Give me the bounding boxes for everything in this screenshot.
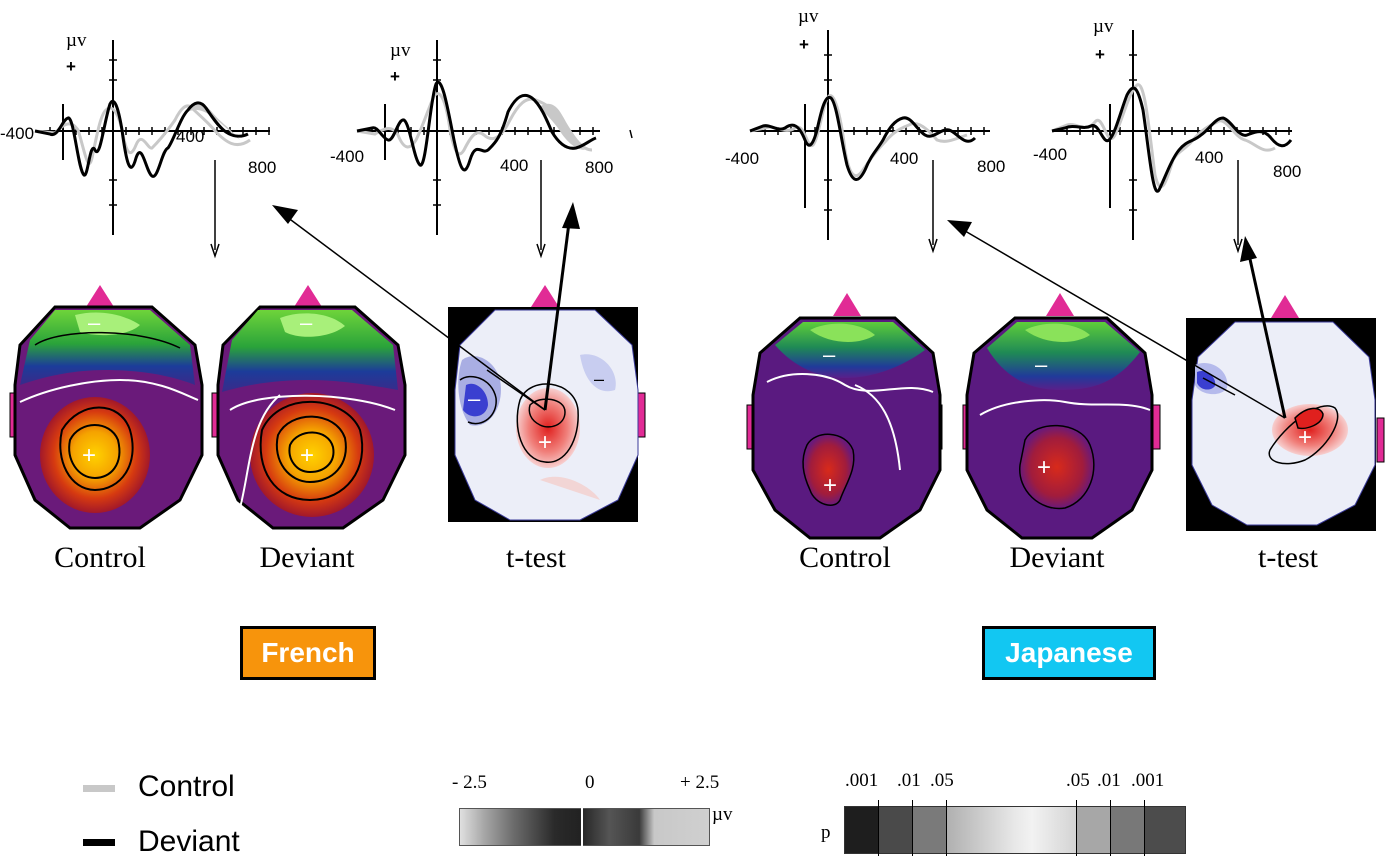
tick-label: 800 (977, 157, 1005, 176)
p-tick: .001 (1131, 770, 1165, 791)
voltage-colorbar (459, 808, 710, 846)
map-label-ttest: t-test (1258, 541, 1318, 574)
plus-marker: + (1037, 454, 1051, 481)
p-tick: .05 (930, 770, 954, 791)
p-tick-line (946, 800, 947, 856)
unit-label: µv (66, 30, 87, 51)
erp-plot-japanese-2: -400 400 800 µv + (1033, 16, 1301, 254)
tick-label: 800 (1273, 162, 1301, 181)
map-label-ttest: t-test (506, 541, 566, 574)
legend-swatch-control (83, 785, 115, 792)
french-figure: -400 400 800 µv + (0, 30, 646, 530)
p-tick-line (878, 800, 879, 856)
scale-mid-label: 0 (585, 772, 595, 793)
language-badge-japanese: Japanese (982, 626, 1156, 680)
p-tick-line (1110, 800, 1111, 856)
legend-label-control: Control (138, 770, 235, 803)
p-tick: .05 (1066, 770, 1090, 791)
head-map-french-deviant: + – (211, 285, 407, 530)
tick-label: 800 (585, 158, 613, 177)
p-tick-line (1144, 800, 1145, 856)
erp-plot-french-1: -400 400 800 µv + (0, 30, 276, 259)
erp-plot-french-2: -400 400 800 µv + (330, 40, 633, 259)
map-label-control: Control (54, 541, 146, 574)
p-tick: .001 (845, 770, 879, 791)
minus-marker: – (468, 386, 481, 411)
plus-marker: + (1298, 424, 1312, 451)
p-tick: .01 (897, 770, 921, 791)
p-tick: .01 (1097, 770, 1121, 791)
minus-marker: – (88, 310, 101, 335)
japanese-panel: -400 400 800 µv + (695, 0, 1390, 700)
scale-max-label: + 2.5 (680, 772, 720, 793)
head-map-french-control: + – (9, 285, 204, 530)
plus-marker: + (390, 67, 400, 86)
tick-label: 400 (500, 156, 528, 175)
scale-min-label: - 2.5 (452, 772, 487, 793)
legend-label-deviant: Deviant (138, 825, 240, 858)
tick-label: 400 (176, 127, 204, 146)
p-tick-line (1076, 800, 1077, 856)
p-label: p (821, 822, 831, 843)
p-colorbar (844, 806, 1186, 854)
plus-marker: + (1095, 45, 1105, 64)
scale-unit-label: µv (712, 804, 733, 825)
minus-marker: – (300, 310, 313, 335)
french-panel: -400 400 800 µv + (0, 0, 695, 700)
minus-marker: – (823, 342, 836, 367)
p-tick-line (912, 800, 913, 856)
unit-label: µv (390, 40, 411, 61)
plus-marker: + (66, 57, 76, 76)
tick-label: 400 (890, 149, 918, 168)
plus-marker: + (823, 472, 837, 499)
plus-marker: + (82, 442, 96, 469)
tick-label: -400 (725, 149, 759, 168)
head-map-japanese-ttest: + (1186, 295, 1385, 531)
language-badge-french: French (240, 626, 376, 680)
head-map-french-ttest: + – – (448, 285, 646, 522)
voltage-colorbar-zero (581, 808, 583, 846)
plus-marker: + (538, 429, 552, 456)
tick-label: 400 (1195, 148, 1223, 167)
unit-label: µv (1093, 16, 1114, 37)
japanese-figure: -400 400 800 µv + (725, 6, 1385, 540)
map-label-deviant: Deviant (259, 541, 355, 574)
head-map-japanese-deviant: + – (962, 293, 1161, 540)
tick-label: -400 (330, 147, 364, 166)
tick-label: -400 (0, 124, 34, 143)
plus-marker: + (300, 442, 314, 469)
unit-label: µv (798, 6, 819, 27)
erp-plot-japanese-1: -400 400 800 µv + (725, 6, 1005, 254)
minus-marker: – (594, 369, 604, 389)
tick-label: -400 (1033, 145, 1067, 164)
minus-marker: – (1035, 352, 1048, 377)
head-map-japanese-control: + – (746, 293, 943, 540)
plus-marker: + (799, 35, 809, 54)
map-label-deviant: Deviant (1009, 541, 1105, 574)
legend-swatch-deviant (83, 839, 115, 846)
map-label-control: Control (799, 541, 891, 574)
tick-label: 800 (248, 158, 276, 177)
